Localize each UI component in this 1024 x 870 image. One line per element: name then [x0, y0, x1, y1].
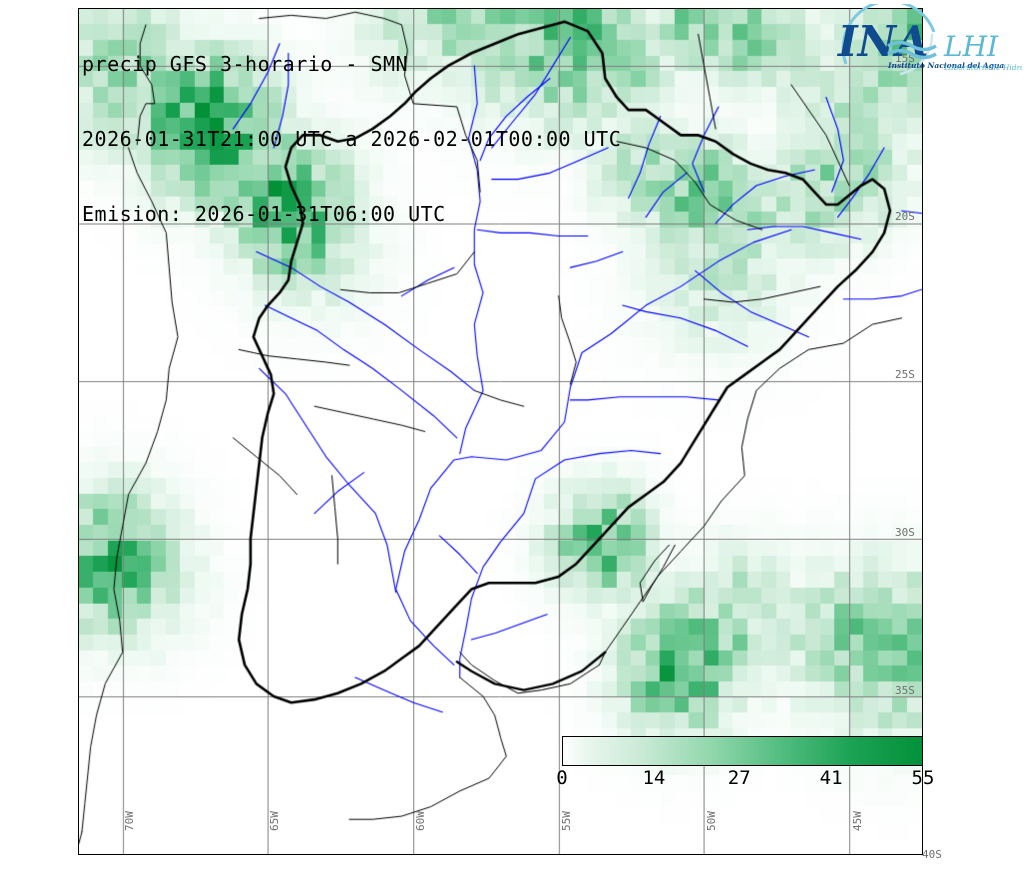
- colorbar-tick-41: 41: [819, 767, 843, 789]
- logo-ina-text: INA: [837, 17, 929, 66]
- colorbar-group: 0 14 27 41 55: [556, 736, 934, 790]
- title-line-valid-period: 2026-01-31T21:00 UTC a 2026-02-01T00:00 …: [82, 127, 622, 151]
- lat-tick-35s: 35S: [895, 683, 915, 697]
- logo-lhi-text: LHI: [943, 30, 999, 63]
- lat-tick-20s: 20S: [895, 209, 915, 223]
- logo-ina-subtitle: Instituto Nacional del Agua: [887, 61, 1004, 70]
- lon-tick-55w: 55W: [559, 811, 573, 831]
- lon-tick-50w: 50W: [705, 811, 719, 831]
- logo-arc-lower-icon: [899, 33, 934, 76]
- lat-tick-25s: 25S: [895, 367, 915, 381]
- precipitation-map-canvas: [79, 9, 922, 854]
- logo-water-wave2-icon: [887, 48, 937, 60]
- lon-tick-65w: 65W: [268, 811, 282, 831]
- map-frame: [78, 8, 923, 855]
- colorbar-tick-labels: 0 14 27 41 55: [556, 766, 934, 790]
- colorbar-tick-27: 27: [727, 767, 751, 789]
- colorbar-tick-0: 0: [556, 767, 568, 789]
- lat-tick-15s: 15S: [895, 51, 915, 65]
- colorbar-tick-55: 55: [911, 767, 935, 789]
- logo-graphic: INA Instituto Nacional del Agua LHI Labo…: [837, 0, 1024, 76]
- logo-water-wave-icon: [887, 40, 937, 52]
- title-line-emission: Emision: 2026-01-31T06:00 UTC: [82, 202, 446, 226]
- lon-tick-45w: 45W: [851, 811, 865, 831]
- colorbar-tick-14: 14: [642, 767, 666, 789]
- logo-arc-icon: [841, 0, 936, 65]
- axis-corner-label: 40S: [922, 848, 942, 861]
- colorbar-gradient: [562, 736, 923, 766]
- lat-tick-30s: 30S: [895, 525, 915, 539]
- lon-tick-60w: 60W: [414, 811, 428, 831]
- title-line-product: precip GFS 3-horario - SMN: [82, 52, 409, 76]
- lon-tick-70w: 70W: [122, 811, 136, 831]
- map-title-block: precip GFS 3-horario - SMN 2026-01-31T21…: [82, 2, 621, 277]
- ina-lhi-logo: INA Instituto Nacional del Agua LHI Labo…: [836, 0, 1024, 76]
- logo-lhi-subtitle: Laboratorio de Hidrologia: [943, 63, 1022, 72]
